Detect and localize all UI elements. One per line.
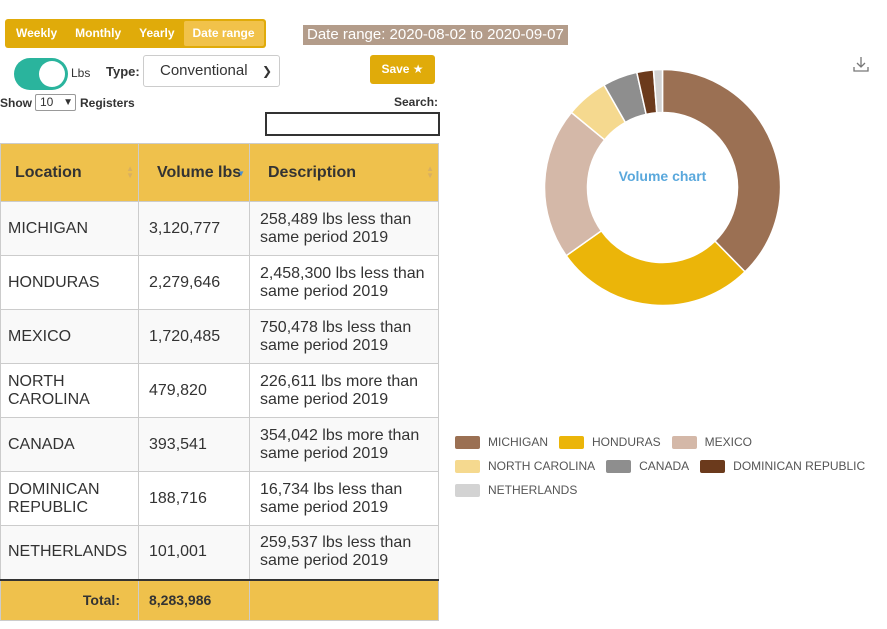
column-header-description[interactable]: Description ▲ ▼ (249, 143, 439, 202)
show-suffix-label: Registers (80, 95, 135, 110)
page-length-select[interactable]: 10 ▼ (35, 94, 76, 111)
cell-volume: 101,001 (138, 525, 250, 580)
cell-location: MICHIGAN (0, 201, 139, 256)
volume-donut-chart (543, 68, 782, 307)
cell-volume: 2,279,646 (138, 255, 250, 310)
legend-swatch (671, 435, 697, 449)
chevron-down-icon: ▼ (63, 97, 73, 108)
download-icon[interactable] (853, 56, 869, 72)
chart-title: Volume chart (618, 168, 707, 184)
cell-location: NETHERLANDS (0, 525, 139, 580)
type-select[interactable]: Conventional ❯ (143, 55, 280, 87)
cell-description: 2,458,300 lbs less than same period 2019 (249, 255, 439, 310)
chevron-down-icon: ❯ (261, 64, 272, 78)
donut-slice-netherlands[interactable] (652, 68, 664, 114)
cell-volume: 479,820 (138, 363, 250, 418)
legend-label: DOMINICAN REPUBLIC (733, 459, 866, 473)
toggle-knob[interactable] (39, 61, 65, 87)
unit-label: Lbs (71, 66, 91, 80)
legend-swatch (455, 435, 480, 449)
cell-location: CANADA (0, 417, 139, 472)
type-label: Type: (106, 64, 140, 79)
cell-location: HONDURAS (0, 255, 139, 310)
date-range-label: Date range: 2020-08-02 to 2020-09-07 (303, 25, 568, 45)
cell-description: 354,042 lbs more than same period 2019 (249, 417, 439, 472)
period-button-monthly[interactable]: Monthly (75, 26, 122, 40)
cell-description: 226,611 lbs more than same period 2019 (249, 363, 439, 418)
cell-volume: 393,541 (138, 417, 250, 472)
cell-location: MEXICO (0, 309, 139, 364)
period-button-date-range[interactable]: Date range (183, 21, 264, 46)
cell-location: DOMINICAN REPUBLIC (0, 471, 139, 526)
cell-volume: 188,716 (138, 471, 250, 526)
legend-label: HONDURAS (592, 435, 661, 449)
legend-swatch (455, 483, 480, 497)
legend-label: MICHIGAN (488, 435, 548, 449)
legend-item[interactable]: HONDURAS (559, 430, 661, 454)
legend-item[interactable]: MEXICO (671, 430, 753, 454)
sort-icon: ▼ (237, 169, 245, 178)
total-label: Total: (0, 578, 139, 621)
donut-slice-michigan[interactable] (661, 68, 782, 273)
chart-legend: MICHIGAN HONDURAS MEXICO NORTH CAROLINA CANA… (455, 430, 880, 502)
legend-item[interactable]: NETHERLANDS (455, 478, 577, 502)
legend-swatch (700, 459, 726, 473)
cell-description: 258,489 lbs less than same period 2019 (249, 201, 439, 256)
cell-description: 750,478 lbs less than same period 2019 (249, 309, 439, 364)
column-header-location[interactable]: Location ▲ ▼ (0, 143, 139, 202)
legend-swatch (606, 459, 632, 473)
save-button[interactable]: Save ★ (370, 55, 435, 84)
legend-item[interactable]: CANADA (606, 454, 689, 478)
total-value: 8,283,986 (138, 578, 250, 621)
sort-icon: ▲ ▼ (426, 164, 434, 180)
column-header-volume[interactable]: Volume lbs ▼ (138, 143, 250, 202)
donut-slice-mexico[interactable] (543, 111, 606, 257)
show-prefix-label: Show (0, 95, 32, 110)
unit-toggle[interactable] (14, 58, 68, 90)
column-header-description-label: Description (268, 163, 357, 181)
period-button-group: Weekly Monthly Yearly Date range (5, 19, 266, 48)
table-row: DOMINICAN REPUBLIC 188,716 16,734 lbs less… (0, 471, 439, 526)
period-button-yearly[interactable]: Yearly (139, 26, 175, 40)
period-button-weekly[interactable]: Weekly (16, 26, 58, 40)
cell-volume: 1,720,485 (138, 309, 250, 364)
table-row: NORTH CAROLINA 479,820 226,611 lbs more th… (0, 363, 439, 418)
column-header-location-label: Location (15, 163, 82, 181)
cell-location: NORTH CAROLINA (0, 363, 139, 418)
legend-label: CANADA (639, 459, 690, 473)
legend-item[interactable]: NORTH CAROLINA (455, 454, 595, 478)
search-label: Search: (394, 95, 439, 109)
legend-label: NETHERLANDS (488, 483, 578, 497)
table-row: MEXICO 1,720,485 750,478 lbs less than sam… (0, 309, 439, 364)
legend-swatch (455, 459, 480, 473)
table-row: MICHIGAN 3,120,777 258,489 lbs less than s… (0, 201, 439, 256)
total-empty-cell (249, 578, 439, 621)
table-row: CANADA 393,541 354,042 lbs more than same … (0, 417, 439, 472)
legend-item[interactable]: DOMINICAN REPUBLIC (700, 454, 865, 478)
table-row: NETHERLANDS 101,001 259,537 lbs less than … (0, 525, 439, 580)
page-length-value: 10 (40, 95, 54, 109)
page-length-control: Show 10 ▼ Registers (0, 94, 135, 111)
legend-item[interactable]: MICHIGAN (455, 430, 548, 454)
table-row: HONDURAS 2,279,646 2,458,300 lbs less than… (0, 255, 439, 310)
cell-description: 16,734 lbs less than same period 2019 (249, 471, 439, 526)
sort-icon: ▲ ▼ (126, 164, 134, 180)
volume-table: Location ▲ ▼ Volume lbs ▼ Description ▲ ▼ … (0, 143, 439, 621)
legend-swatch (559, 435, 584, 449)
search-input[interactable] (265, 112, 440, 136)
cell-volume: 3,120,777 (138, 201, 250, 256)
donut-slice-honduras[interactable] (565, 229, 747, 307)
cell-description: 259,537 lbs less than same period 2019 (249, 525, 439, 580)
column-header-volume-label: Volume lbs (157, 164, 242, 181)
legend-label: MEXICO (704, 435, 753, 449)
type-select-value: Conventional (160, 62, 248, 79)
legend-label: NORTH CAROLINA (488, 459, 596, 473)
